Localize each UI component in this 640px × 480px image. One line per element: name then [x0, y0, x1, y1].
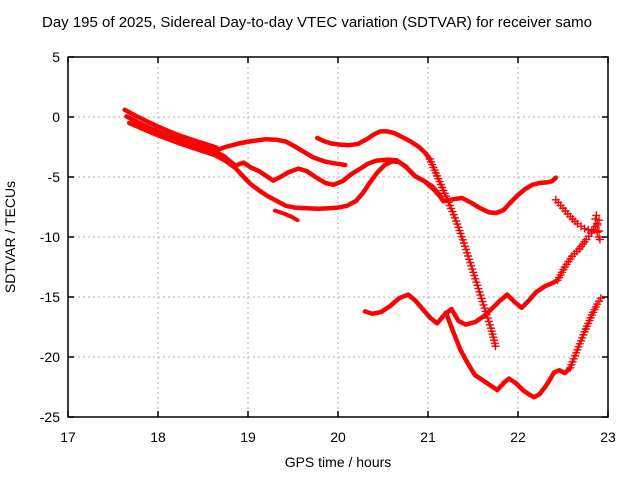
x-tick-label: 21 [420, 429, 436, 445]
y-tick-label: 5 [52, 49, 60, 65]
series-layer [122, 107, 605, 400]
series-right-descending-arc [551, 195, 602, 237]
y-axis-label: SDTVAR / TECUs [2, 181, 18, 293]
series-bottom-arc-steep-rise [566, 294, 605, 372]
series-rising-bundle-lower [126, 120, 238, 171]
y-tick-label: -20 [40, 349, 60, 365]
grid-layer [68, 57, 608, 417]
axis-layer [67, 56, 609, 418]
chart-title: Day 195 of 2025, Sidereal Day-to-day VTE… [42, 14, 592, 31]
x-tick-label: 17 [60, 429, 76, 445]
x-tick-label: 18 [150, 429, 166, 445]
series-rising-bundle-upper [122, 107, 219, 150]
tick-label-layer: 17 18 19 20 21 22 23 5 0 -5 -10 -15 -20 -25 [40, 49, 616, 445]
x-tick-label: 19 [240, 429, 256, 445]
series-low-wavy-arc [362, 277, 560, 327]
series-deep-branch [233, 159, 446, 212]
series-upper-branch [211, 136, 348, 168]
series-deep-branch-end-tail [273, 208, 300, 223]
series-mid-arc-continuation [441, 175, 559, 216]
series-late-top-arc [315, 129, 433, 162]
x-tick-label: 23 [600, 429, 616, 445]
y-tick-label: -10 [40, 229, 60, 245]
series-late-top-arc-steep-fall [425, 155, 500, 351]
y-tick-label: -5 [48, 169, 61, 185]
y-tick-label: 0 [52, 109, 60, 125]
series-low-wavy-arc-steep-rise [553, 216, 603, 285]
series-right-descending-arc-end-burst [591, 211, 604, 244]
x-tick-label: 20 [330, 429, 346, 445]
series-bottom-arc-fall [443, 310, 573, 400]
y-tick-label: -15 [40, 289, 60, 305]
series-rising-bundle-mid [124, 114, 238, 168]
x-tick-label: 22 [510, 429, 526, 445]
x-axis-label: GPS time / hours [285, 454, 392, 470]
y-tick-label: -25 [40, 409, 60, 425]
